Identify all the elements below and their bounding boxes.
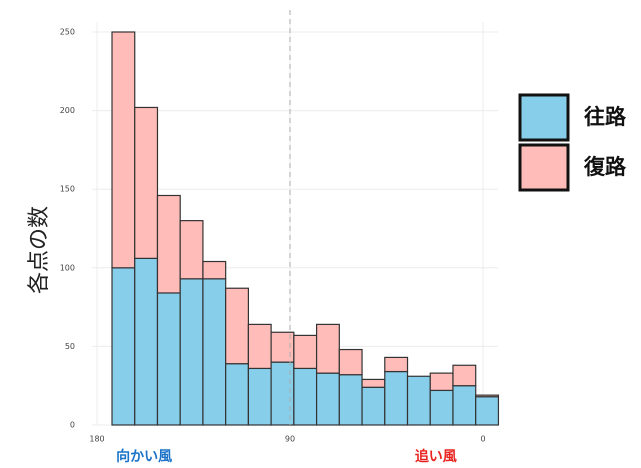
- bar: [384, 370, 409, 426]
- bar: [247, 367, 272, 426]
- legend-swatch: [518, 143, 570, 192]
- bar: [429, 389, 454, 426]
- bar: [225, 363, 249, 426]
- bar: [156, 292, 181, 426]
- bar: [134, 257, 159, 426]
- bar: [361, 386, 386, 426]
- bar: [293, 367, 318, 426]
- x-tick-label: 0: [480, 435, 485, 444]
- bar: [452, 385, 477, 426]
- x-tick-label: 180: [89, 435, 104, 444]
- bar: [452, 364, 477, 387]
- bar: [202, 260, 227, 280]
- legend-label: 往路: [584, 105, 627, 129]
- bar: [361, 378, 386, 388]
- bar: [134, 106, 159, 259]
- bar: [315, 323, 340, 374]
- bar: [475, 394, 500, 398]
- y-tick-label: 50: [65, 342, 75, 351]
- bar: [179, 278, 204, 426]
- legend-label: 復路: [583, 155, 627, 179]
- bar: [338, 374, 363, 426]
- y-tick-label: 100: [60, 263, 75, 272]
- bar: [202, 278, 227, 426]
- bar: [225, 287, 249, 365]
- x-tick-label: 90: [285, 435, 295, 444]
- bar: [293, 334, 318, 370]
- bar: [338, 348, 363, 376]
- bar: [429, 372, 454, 392]
- bar: [111, 267, 136, 426]
- legend-swatch: [518, 93, 570, 142]
- bar: [384, 356, 409, 373]
- y-tick-label: 250: [60, 28, 75, 37]
- annotation: 向かい風: [116, 448, 172, 464]
- annotation: 追い風: [415, 448, 457, 464]
- bar: [156, 194, 181, 294]
- y-tick-label: 200: [60, 106, 75, 115]
- y-tick-label: 0: [70, 421, 75, 430]
- bar: [179, 220, 204, 280]
- bar: [406, 375, 431, 426]
- y-axis-label: 各点の数: [27, 206, 52, 294]
- bar: [111, 31, 136, 269]
- bar: [315, 372, 340, 426]
- y-tick-label: 150: [60, 185, 75, 194]
- bar: [247, 323, 272, 370]
- bar: [475, 396, 500, 426]
